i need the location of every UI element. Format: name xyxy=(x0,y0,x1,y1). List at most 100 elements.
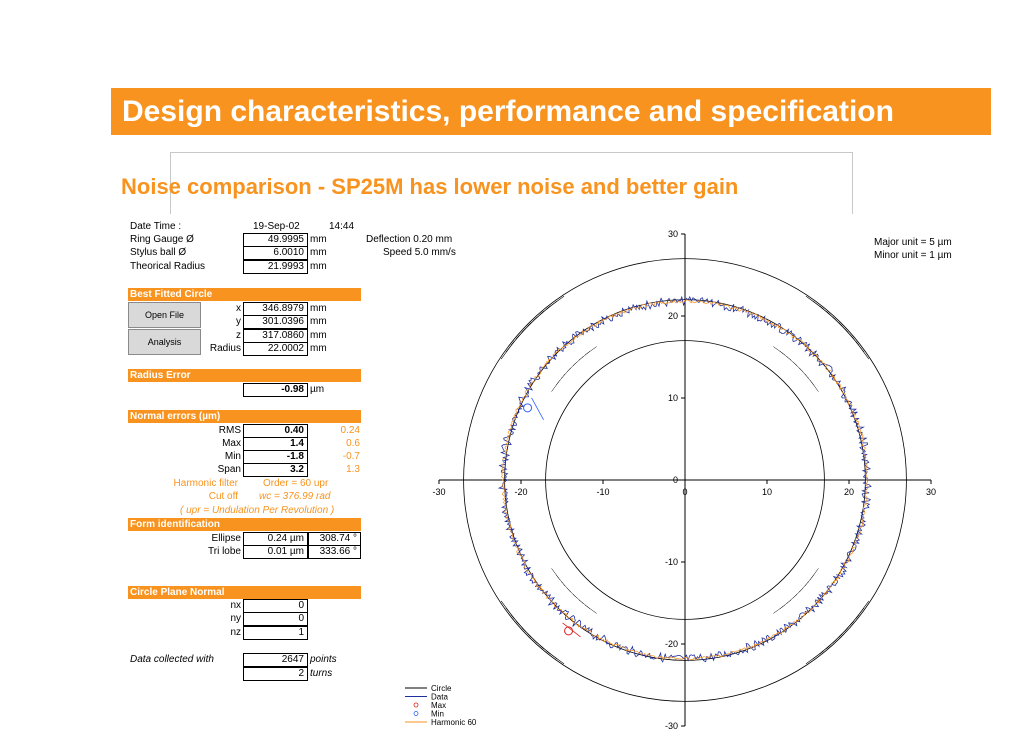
hatch-mark xyxy=(810,568,819,580)
trilobe-angle: 333.66 ° xyxy=(308,545,361,559)
speed-text: Speed 5.0 mm/s xyxy=(383,247,456,258)
frame-border-top xyxy=(170,152,853,153)
hatch-mark xyxy=(500,341,515,360)
best-fit-z-unit: mm xyxy=(310,330,327,341)
y-tick-label: 20 xyxy=(668,311,678,321)
data-trace xyxy=(497,295,872,663)
cutoff-value: wc = 376.99 rad xyxy=(259,491,331,502)
y-tick-label: 30 xyxy=(668,229,678,239)
harmonic-filter-label: Harmonic filter xyxy=(173,478,238,489)
best-fit-radius-unit: mm xyxy=(310,343,327,354)
ring-gauge-label: Ring Gauge Ø xyxy=(130,234,194,245)
radius-error-header: Radius Error xyxy=(128,369,361,382)
slide-title: Design characteristics, performance and … xyxy=(122,95,894,128)
rms-alt-value: 0.24 xyxy=(340,425,360,436)
radius-error-unit: µm xyxy=(310,384,325,395)
best-fit-y-unit: mm xyxy=(310,316,327,327)
date-label: Date Time : xyxy=(130,221,182,232)
upr-note: ( upr = Undulation Per Revolution ) xyxy=(180,505,335,516)
frame-border-right xyxy=(852,152,853,214)
date-value: 19-Sep-02 xyxy=(253,221,300,232)
best-fit-header: Best Fitted Circle xyxy=(128,288,361,301)
nx-label: nx xyxy=(230,600,241,611)
best-fit-radius-value: 22.0002 xyxy=(243,342,308,356)
min-marker xyxy=(523,403,533,413)
plane-normal-header: Circle Plane Normal xyxy=(128,586,361,599)
best-fit-x-unit: mm xyxy=(310,303,327,314)
y-tick-label: -20 xyxy=(665,639,678,649)
cutoff-label: Cut off xyxy=(208,491,238,502)
x-tick-label: 20 xyxy=(844,487,854,497)
stylus-label: Stylus ball Ø xyxy=(130,247,187,258)
form-id-header: Form identification xyxy=(128,518,361,531)
trilobe-label: Tri lobe xyxy=(208,546,241,557)
max-marker-line xyxy=(562,622,581,638)
hatch-mark xyxy=(773,346,785,355)
slide-subtitle: Noise comparison - SP25M has lower noise… xyxy=(121,174,739,199)
legend-swatch xyxy=(413,702,419,708)
harmonic-trace xyxy=(500,299,869,661)
min-marker-line xyxy=(531,397,544,421)
data-collected-label: Data collected with xyxy=(130,654,214,665)
span-alt-value: 1.3 xyxy=(346,464,360,475)
hatch-mark xyxy=(585,605,597,614)
turns-unit: turns xyxy=(310,668,333,679)
ring-gauge-unit: mm xyxy=(310,234,327,245)
points-value: 2647 xyxy=(243,653,308,667)
points-unit: points xyxy=(310,654,337,665)
best-fit-x-label: x xyxy=(236,303,241,314)
span-label: Span xyxy=(217,464,241,475)
y-tick-label: 0 xyxy=(673,475,678,485)
x-tick-label: -10 xyxy=(596,487,609,497)
x-tick-label: 0 xyxy=(682,487,687,497)
scale-note: Major unit = 5 µm xyxy=(874,237,952,248)
frame-border-left xyxy=(170,152,171,214)
nz-value: 1 xyxy=(243,626,308,640)
x-tick-label: 10 xyxy=(762,487,772,497)
slide-title-bar: Design characteristics, performance and … xyxy=(111,88,991,135)
min-alt-value: -0.7 xyxy=(342,451,360,462)
theorical-label: Theorical Radius xyxy=(130,261,206,272)
hatch-mark xyxy=(855,600,870,619)
best-fit-radius-label: Radius xyxy=(209,343,241,354)
trilobe-value: 0.01 µm xyxy=(243,545,308,559)
ellipse-label: Ellipse xyxy=(211,533,241,544)
legend-label: Circle xyxy=(431,684,452,693)
legend-swatch xyxy=(413,711,419,716)
normal-errors-header: Normal errors (µm) xyxy=(128,410,361,423)
open-file-button[interactable]: Open File xyxy=(128,302,201,328)
hatch-mark xyxy=(551,380,560,392)
deflection-text: Deflection 0.20 mm xyxy=(366,234,453,245)
reference-circle xyxy=(545,340,825,620)
span-value: 3.2 xyxy=(243,463,308,477)
ny-label: ny xyxy=(230,613,241,624)
max-label: Max xyxy=(222,438,241,449)
hatch-mark xyxy=(805,295,824,310)
theorical-value: 21.9993 xyxy=(243,260,308,274)
y-tick-label: -10 xyxy=(665,557,678,567)
max-alt-value: 0.6 xyxy=(346,438,360,449)
radius-error-value: -0.98 xyxy=(243,383,308,397)
scale-note: Minor unit = 1 µm xyxy=(874,250,952,261)
x-tick-label: -30 xyxy=(432,487,445,497)
legend-label: Min xyxy=(431,710,444,719)
analysis-button[interactable]: Analysis xyxy=(128,329,201,355)
best-fit-y-label: y xyxy=(236,316,241,327)
legend-label: Data xyxy=(431,693,448,702)
best-fit-y-value: 301.0396 xyxy=(243,315,308,329)
rms-label: RMS xyxy=(218,425,241,436)
harmonic-filter-value: Order = 60 upr xyxy=(263,478,329,489)
best-fit-z-label: z xyxy=(236,330,241,341)
y-tick-label: -30 xyxy=(665,721,678,731)
x-tick-label: 30 xyxy=(926,487,936,497)
x-tick-label: -20 xyxy=(514,487,527,497)
theorical-unit: mm xyxy=(310,261,327,272)
y-tick-label: 10 xyxy=(668,393,678,403)
rms-value: 0.40 xyxy=(243,424,308,438)
turns-value: 2 xyxy=(243,667,308,681)
time-value: 14:44 xyxy=(329,221,355,232)
max-marker xyxy=(564,626,574,636)
nz-label: nz xyxy=(230,627,241,638)
hatch-mark xyxy=(546,650,565,665)
min-label: Min xyxy=(224,451,241,462)
